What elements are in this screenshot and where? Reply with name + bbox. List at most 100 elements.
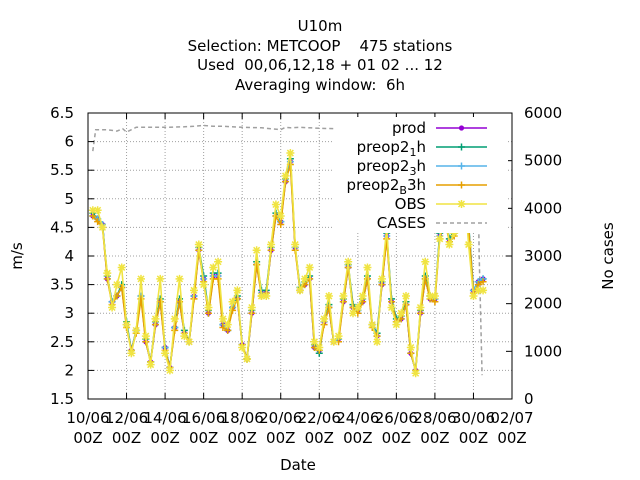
y-tick-label: 4.5: [50, 218, 74, 236]
data-point: [469, 292, 478, 301]
legend-entry: preop21h: [357, 138, 487, 159]
data-point: [185, 337, 194, 346]
y-tick-label: 6: [64, 133, 74, 151]
x-tick-label: 26/06: [375, 409, 418, 427]
data-point: [267, 240, 276, 249]
data-point: [146, 360, 155, 369]
data-point: [402, 292, 410, 301]
y-tick-label: 2: [64, 361, 74, 379]
x-tick-label: 14/06: [143, 409, 186, 427]
data-point: [310, 337, 319, 346]
legend-label: prod: [392, 119, 426, 137]
data-point: [223, 320, 232, 329]
legend-sample-marker: [458, 143, 465, 151]
data-point: [175, 274, 184, 283]
data-point: [276, 211, 285, 220]
y-tick-label: 6.5: [50, 104, 74, 122]
x-tick-label: 20/06: [259, 409, 302, 427]
y2-tick-label: 1000: [524, 342, 562, 360]
data-point: [291, 240, 300, 249]
data-point: [315, 343, 324, 352]
series-line: [92, 152, 484, 374]
data-point: [161, 349, 170, 358]
data-point: [358, 292, 367, 301]
y2-tick-label: 0: [524, 390, 534, 408]
data-point: [445, 240, 454, 249]
data-point: [137, 274, 145, 283]
legend-label: OBS: [395, 195, 426, 213]
data-point: [247, 303, 256, 312]
data-point: [277, 221, 285, 229]
data-point: [479, 286, 488, 295]
x-tick-label: 00Z: [459, 429, 488, 447]
data-point: [103, 269, 112, 278]
data-point: [373, 337, 382, 346]
x-tick-label: 00Z: [420, 429, 449, 447]
y-tick-label: 2.5: [50, 333, 74, 351]
data-point: [387, 303, 396, 312]
data-point: [209, 263, 218, 272]
legend-entry: preop23h: [357, 157, 487, 178]
data-point: [141, 332, 150, 341]
data-point: [117, 263, 126, 272]
data-point: [127, 349, 136, 358]
x-tick-label: 00Z: [227, 429, 256, 447]
data-point: [430, 292, 439, 301]
data-point: [108, 303, 117, 312]
x-tick-label: 00Z: [382, 429, 411, 447]
legend-box: [334, 117, 508, 233]
data-point: [368, 320, 377, 329]
data-point: [464, 240, 473, 249]
data-point: [353, 303, 362, 312]
data-point: [112, 280, 121, 289]
data-point: [98, 223, 107, 232]
data-point: [281, 171, 290, 180]
legend-label: preop23h: [357, 157, 426, 178]
x-tick-label: 00Z: [497, 429, 526, 447]
data-point: [450, 229, 459, 238]
y2-axis-label: No cases: [599, 222, 617, 290]
data-point: [324, 292, 333, 301]
y-axis-label: m/s: [8, 242, 26, 270]
data-point: [194, 240, 203, 249]
x-tick-label: 02/07: [490, 409, 533, 427]
legend-label: preop21h: [357, 138, 426, 159]
y2-tick-label: 3000: [524, 247, 562, 265]
data-point: [296, 286, 304, 295]
x-tick-label: 16/06: [182, 409, 225, 427]
data-point: [171, 326, 179, 334]
x-tick-label: 00Z: [73, 429, 102, 447]
data-point: [262, 292, 271, 301]
legend-sample-marker: [458, 162, 465, 170]
legend-entry: CASES: [377, 214, 487, 232]
data-point: [214, 275, 222, 283]
data-point: [94, 218, 102, 226]
x-tick-label: 00Z: [189, 429, 218, 447]
legend-entry: OBS: [395, 195, 487, 213]
data-point: [479, 278, 487, 286]
axis-ticks: 1.5 2 2.5 3 3.5 4 4.5 5 5.5 6 6.5 0 1000 2000 3000 4000…: [50, 104, 562, 447]
legend-sample-marker: [458, 181, 465, 189]
chart-title-line-4: Averaging window: 6h: [234, 76, 406, 94]
data-point: [320, 314, 329, 323]
x-tick-label: 18/06: [221, 409, 264, 427]
data-point: [349, 309, 357, 318]
data-point: [93, 206, 102, 215]
x-tick-label: 28/06: [413, 409, 456, 427]
data-point: [329, 337, 338, 346]
y-tick-label: 5: [64, 190, 74, 208]
y2-tick-label: 4000: [524, 199, 562, 217]
x-axis-label: Date: [280, 456, 316, 474]
data-point: [170, 314, 179, 323]
x-tick-label: 22/06: [298, 409, 341, 427]
data-point: [132, 326, 141, 335]
data-point: [180, 332, 189, 341]
data-point: [339, 292, 348, 301]
data-point: [214, 257, 223, 266]
data-point: [199, 280, 208, 289]
data-point: [151, 314, 160, 323]
x-tick-label: 24/06: [336, 409, 379, 427]
data-point: [190, 286, 198, 295]
data-point: [421, 257, 430, 266]
